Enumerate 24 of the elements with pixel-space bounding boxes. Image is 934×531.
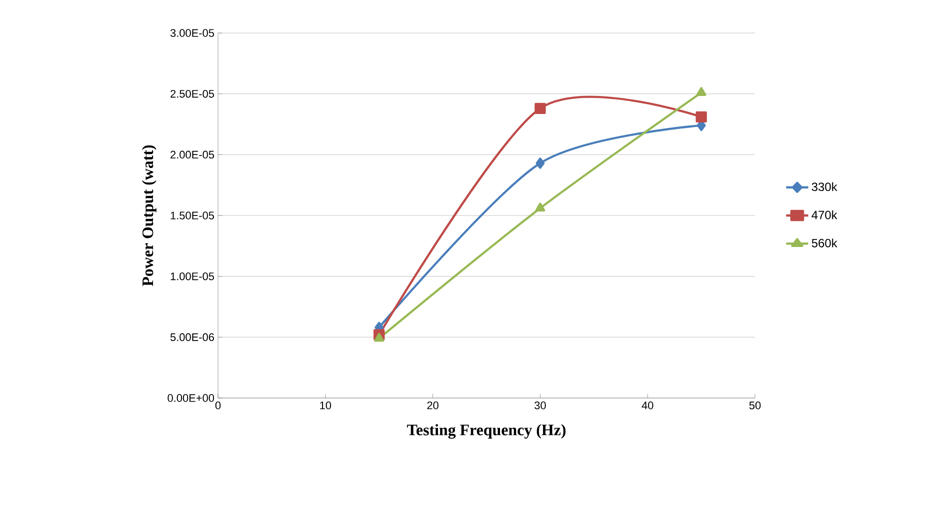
point: [536, 158, 545, 169]
x-tick-label: 40: [642, 402, 654, 410]
point: [374, 332, 384, 342]
x-axis-title: Testing Frequency (Hz): [407, 424, 566, 439]
legend-label: 470k: [812, 210, 838, 220]
point: [696, 111, 707, 123]
y-tick-label: 2.00E-05: [170, 150, 214, 159]
y-tick-label: 2.50E-05: [170, 90, 214, 98]
y-tick-label: 5.00E-06: [170, 333, 214, 342]
y-tick-label: 1.00E-05: [170, 272, 214, 280]
x-tick-label: 30: [534, 402, 546, 410]
legend-label: 560k: [812, 238, 838, 248]
point: [696, 87, 706, 96]
legend-label: 330k: [812, 182, 838, 192]
x-tick-label: 50: [749, 402, 761, 410]
y-tick-label: 0.00E+00: [168, 394, 214, 402]
y-tick-label: 1.50E-05: [170, 212, 214, 220]
x-tick-label: 0: [215, 402, 221, 410]
y-tick-label: 3.00E-05: [170, 29, 214, 37]
x-tick-label: 10: [320, 402, 332, 410]
x-tick-label: 20: [427, 402, 438, 410]
y-axis-title: Power Output (watt): [142, 145, 156, 286]
point: [535, 202, 546, 212]
point: [534, 102, 546, 114]
